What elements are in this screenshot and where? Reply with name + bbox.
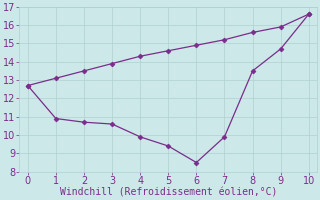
X-axis label: Windchill (Refroidissement éolien,°C): Windchill (Refroidissement éolien,°C) (60, 187, 277, 197)
